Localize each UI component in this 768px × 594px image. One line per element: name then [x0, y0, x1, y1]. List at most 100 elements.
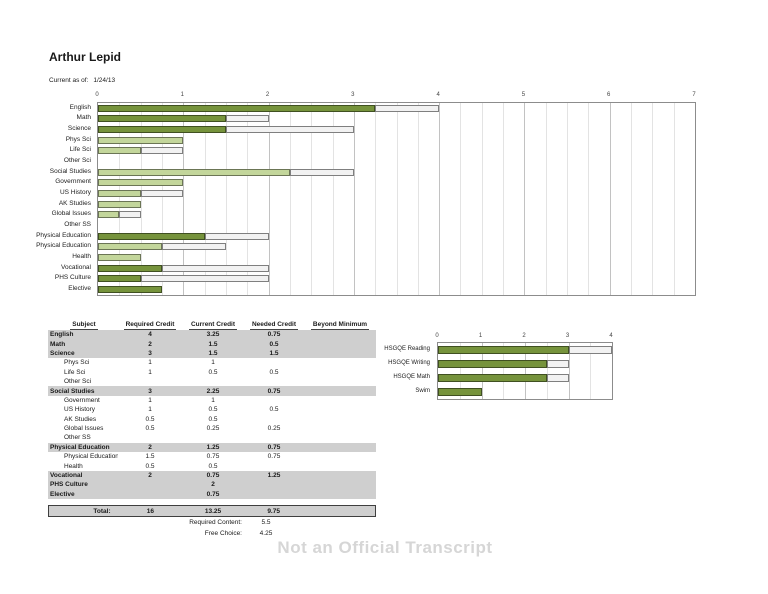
cell-subject: PHS Culture	[50, 481, 88, 489]
cell-required: 2	[148, 443, 152, 451]
table-row: Math 2 1.5 0.5	[48, 339, 376, 349]
table-row: Phys Sci 1 1	[48, 358, 376, 367]
current-credit-bar	[98, 211, 120, 219]
cell-required: 1	[148, 359, 152, 367]
cell-current: 1.5	[208, 349, 218, 357]
needed-credit-bar	[375, 104, 440, 112]
gridline	[353, 103, 355, 295]
total-current: 13.25	[204, 507, 222, 515]
current-credit-bar	[98, 243, 162, 251]
cell-needed: 0.75	[267, 443, 281, 451]
table-row: Health 0.5 0.5	[48, 461, 376, 470]
category-label: Government	[55, 178, 91, 186]
required-content-value: 5.5	[261, 519, 271, 527]
gridline	[289, 103, 291, 295]
current-credit-bar	[98, 286, 162, 294]
current-credit-bar	[98, 126, 226, 134]
as-of-line: Current as of: 1/24/13	[49, 77, 115, 84]
table-row: PHS Culture 2	[48, 480, 376, 490]
cell-needed: 0.25	[267, 425, 281, 433]
cell-subject: Social Studies	[50, 387, 95, 395]
header-label: Needed Credit	[249, 321, 299, 330]
axis-tick-label: 4	[436, 92, 440, 98]
needed-credit-bar	[225, 115, 269, 123]
table-total-row: Total: 16 13.25 9.75	[48, 505, 376, 518]
current-credit-bar	[98, 168, 290, 176]
gridline	[417, 103, 419, 295]
cell-current: 0.75	[206, 490, 220, 498]
axis-tick-label: 6	[607, 92, 611, 98]
axis-tick-label: 1	[180, 92, 184, 98]
cell-subject: Physical Education	[50, 443, 110, 451]
cell-current: 1	[211, 396, 215, 404]
category-label: Swim	[415, 388, 430, 394]
current-credit-bar	[98, 264, 162, 272]
category-label: US History	[59, 189, 91, 197]
current-credit-bar	[438, 374, 547, 382]
current-credit-bar	[98, 179, 184, 187]
gridline	[503, 103, 505, 295]
gridline	[503, 343, 505, 399]
header-label: Beyond Minimum	[310, 321, 370, 330]
cell-needed: 0.5	[269, 406, 279, 414]
chart-plot-area	[97, 102, 696, 296]
category-label: Physical Education	[36, 231, 91, 239]
current-credit-bar	[438, 360, 547, 368]
cell-current: 0.75	[206, 453, 220, 461]
table-row: Government 1 1	[48, 396, 376, 405]
cell-current: 0.5	[208, 415, 218, 423]
gridline	[396, 103, 398, 295]
category-label: PHS Culture	[54, 274, 91, 282]
gridline	[545, 103, 547, 295]
cell-current: 0.25	[206, 425, 220, 433]
gridline	[332, 103, 334, 295]
current-credit-bar	[438, 346, 569, 354]
cell-required: 2	[148, 340, 152, 348]
table-body: English 4 3.25 0.75 Math 2 1.5 0.5 Science 3 1.5 1.…	[48, 330, 376, 500]
current-credit-bar	[98, 190, 141, 198]
axis-tick-label: 3	[565, 333, 570, 339]
x-axis-ticks: 0 1 2 3 4 5 6 7	[95, 92, 695, 99]
header-current-credit: Current Credit	[182, 321, 244, 330]
cell-required: 1	[148, 368, 152, 376]
needed-credit-bar	[119, 211, 141, 219]
current-credit-bar	[98, 254, 141, 262]
cell-required: 0.5	[145, 462, 155, 470]
cell-subject: Science	[50, 349, 75, 357]
gridline	[524, 103, 526, 295]
chart-plot-area	[437, 342, 613, 400]
as-of-label: Current as of:	[49, 77, 89, 84]
cell-needed: 1.5	[269, 349, 279, 357]
gridline	[631, 103, 633, 295]
gridline	[460, 103, 462, 295]
gridline	[568, 343, 570, 399]
needed-credit-bar	[546, 374, 569, 382]
cell-subject: Vocational	[50, 472, 83, 480]
cell-subject: AK Studies	[64, 415, 97, 423]
category-axis-labels: English Math Science Phys Sci Life Sci Other …	[34, 102, 94, 294]
cell-subject: Other Sci	[64, 378, 92, 386]
table-row: Life Sci 1 0.5 0.5	[48, 368, 376, 377]
category-label: Math	[76, 114, 91, 122]
category-label: Phys Sci	[65, 135, 91, 143]
axis-tick-label: 4	[609, 333, 613, 339]
header-needed-credit: Needed Credit	[244, 321, 304, 330]
cell-subject: Math	[50, 340, 66, 348]
category-label: HSGQE Math	[393, 374, 430, 380]
cell-subject: Elective	[50, 490, 75, 498]
gridline	[525, 343, 526, 399]
gridline	[375, 103, 377, 295]
needed-credit-bar	[204, 232, 269, 240]
cell-needed: 0.75	[267, 387, 281, 395]
gridline	[268, 103, 270, 295]
gridline	[609, 103, 611, 295]
cell-needed: 1.25	[267, 472, 281, 480]
gridline	[652, 103, 654, 295]
cell-current: 0.5	[208, 368, 218, 376]
table-row: Global Issues 0.5 0.25 0.25	[48, 424, 376, 433]
current-credit-bar	[98, 136, 184, 144]
gridline	[439, 103, 441, 295]
as-of-date: 1/24/13	[93, 77, 116, 84]
category-label: Physical Education	[36, 242, 91, 250]
cell-required: 1	[148, 396, 152, 404]
